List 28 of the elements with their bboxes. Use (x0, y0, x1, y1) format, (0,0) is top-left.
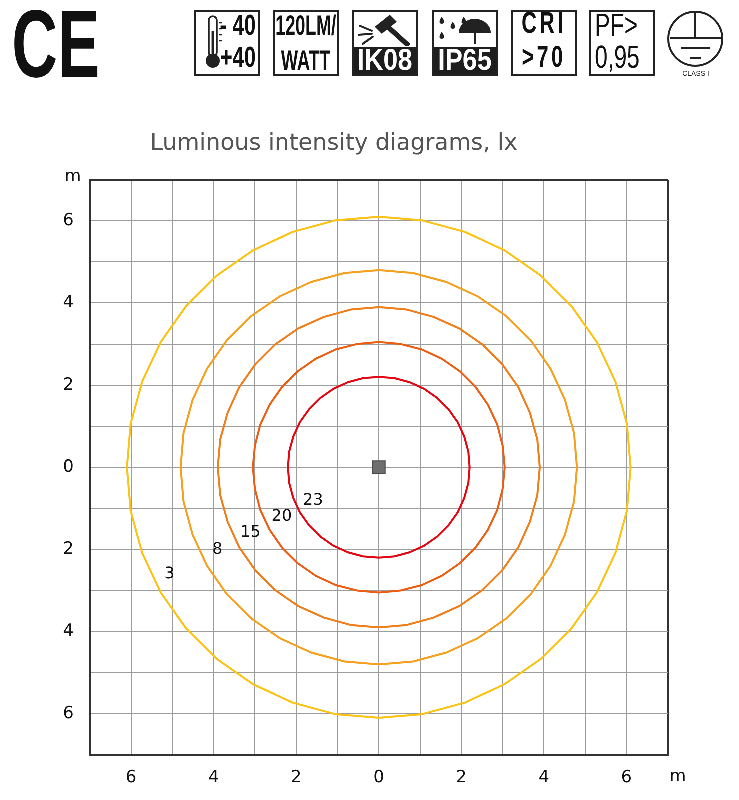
x-tick-label: 2 (456, 768, 467, 788)
series-label: 8 (212, 538, 223, 558)
series-label: 3 (164, 563, 175, 582)
badge: 120LM/WATT (273, 10, 339, 76)
y-axis-title: m (64, 166, 82, 186)
series-label: 20 (272, 506, 292, 526)
chart-title: Luminous intensity diagrams, lx (150, 130, 518, 156)
badge: CRI >70 (511, 10, 577, 76)
badge: IK08 (352, 10, 418, 76)
y-tick-label: 2 (63, 539, 74, 560)
y-tick-label: 6 (63, 703, 74, 724)
y-tick-label: 4 (63, 292, 74, 313)
y-tick-label: 2 (63, 374, 74, 395)
x-tick-label: 6 (126, 768, 137, 788)
y-tick-label: 4 (63, 621, 74, 642)
x-tick-label: 0 (374, 768, 384, 788)
x-axis-title: m (670, 766, 686, 786)
x-tick-label: 2 (291, 768, 302, 788)
text: CE (12, 0, 100, 98)
y-tick-label: 0 (63, 456, 74, 477)
badge: IP65 (432, 10, 498, 76)
x-tick-label: 6 (621, 768, 632, 788)
x-tick-label: 4 (208, 768, 220, 788)
badge: - 40 +40 (194, 10, 260, 76)
badge: PF> 0,95 (589, 10, 655, 76)
series-label: 15 (240, 522, 261, 542)
y-tick-label: 6 (63, 210, 74, 230)
x-tick-label: 4 (538, 768, 550, 788)
